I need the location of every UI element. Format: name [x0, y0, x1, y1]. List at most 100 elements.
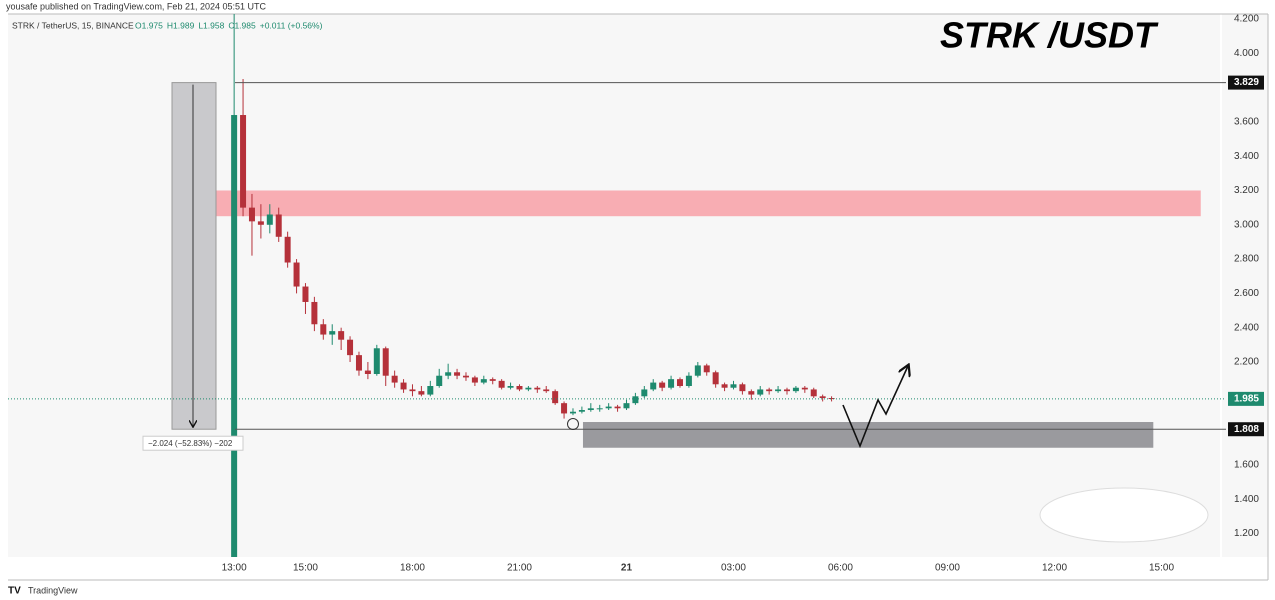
publisher: yousafe published on TradingView.com, Fe…	[6, 1, 266, 11]
y-tick-label: 3.000	[1234, 219, 1259, 230]
y-tick-label: 4.200	[1234, 14, 1259, 25]
y-tick-label: 3.400	[1234, 151, 1259, 162]
candle-body	[257, 221, 264, 225]
measure	[171, 82, 217, 430]
projection-arrow	[842, 366, 908, 449]
logo-icon: TV	[8, 586, 21, 597]
candle-body	[400, 382, 407, 390]
x-tick-label: 21:00	[507, 563, 532, 574]
x-tick-label: 03:00	[721, 563, 746, 574]
price-tag	[1228, 422, 1264, 437]
price-axis	[1222, 14, 1268, 557]
candle-body	[445, 372, 452, 376]
candle-body	[240, 115, 247, 208]
candle-body	[792, 387, 799, 392]
x-tick-label: 06:00	[828, 563, 853, 574]
candle-body	[596, 408, 603, 410]
ohlc-value: O1.975	[135, 20, 163, 30]
ohlc-value: C1.985	[228, 20, 256, 30]
candle-body	[418, 391, 425, 395]
y-tick-label: 2.800	[1234, 254, 1259, 265]
measure-label: −2.024 (−52.83%) −202	[148, 439, 233, 448]
candle-body	[623, 403, 630, 409]
candle-body	[480, 379, 487, 383]
candle-body	[320, 324, 327, 335]
candle-body	[507, 386, 514, 388]
candle-body	[409, 389, 416, 392]
candle-body	[757, 389, 764, 395]
candle-body	[685, 375, 692, 387]
candle-body	[578, 410, 585, 412]
candle-body	[730, 384, 737, 388]
candle-body	[569, 411, 576, 414]
y-tick-label: 3.600	[1234, 117, 1259, 128]
x-tick-label: 18:00	[400, 563, 425, 574]
chart-title: STRK /USDT	[940, 15, 1159, 56]
candle-body	[668, 379, 675, 388]
y-tick-label: 2.600	[1234, 288, 1259, 299]
price-tag	[1228, 75, 1264, 90]
candle-body	[391, 375, 398, 383]
candle-body	[766, 389, 773, 392]
candle-body	[739, 384, 746, 392]
y-tick-label: 4.000	[1234, 48, 1259, 59]
candle-body	[355, 355, 362, 371]
candle-body	[329, 331, 336, 335]
candle-body	[605, 406, 612, 409]
candle-body	[783, 389, 790, 392]
candle-body	[676, 379, 683, 387]
candle-body	[543, 389, 550, 392]
candle-body	[810, 389, 817, 397]
ohlc-value: +0.011 (+0.56%)	[260, 20, 323, 30]
footer-logo: TradingView	[28, 585, 78, 595]
candle-body	[659, 382, 666, 388]
candle-body	[231, 115, 238, 557]
x-tick-label: 21	[621, 563, 633, 574]
candle-body	[364, 370, 371, 374]
legend: STRK / TetherUS, 15, BINANCE O1.975 H1.98…	[12, 20, 323, 30]
y-tick-label: 1.600	[1234, 460, 1259, 471]
x-tick-label: 13:00	[222, 563, 247, 574]
watermark	[1039, 487, 1209, 543]
candle-body	[462, 375, 469, 378]
candle-body	[748, 391, 755, 395]
price-tag-label: 3.829	[1234, 77, 1259, 88]
price-tag-label: 1.985	[1234, 394, 1259, 405]
candle-body	[373, 348, 380, 374]
ohlc-value: L1.958	[198, 20, 224, 30]
candle-body	[382, 348, 389, 376]
candle-body	[614, 406, 621, 409]
candle-body	[819, 396, 826, 399]
candle-body	[427, 386, 434, 395]
price-tag-label: 1.808	[1234, 424, 1259, 435]
y-tick-label: 1.200	[1234, 528, 1259, 539]
x-tick-label: 09:00	[935, 563, 960, 574]
candle-body	[828, 398, 835, 400]
candle-body	[587, 408, 594, 411]
candle-body	[712, 372, 719, 385]
candle-body	[525, 387, 532, 390]
candle-body	[248, 207, 255, 222]
y-tick-label: 2.200	[1234, 357, 1259, 368]
axes: −2.024 (−52.83%) −202 4.200 4.000 3.600 3.40…	[8, 14, 1264, 574]
candle-body	[641, 389, 648, 397]
x-tick-label: 15:00	[293, 563, 318, 574]
measure-label-box	[142, 435, 244, 451]
candle-body	[293, 262, 300, 287]
ohlc-value: H1.989	[167, 20, 195, 30]
candle-body	[534, 387, 541, 390]
zone	[216, 190, 1201, 217]
candle-body	[338, 331, 345, 340]
candle-body	[266, 214, 273, 225]
candle-body	[561, 403, 568, 414]
candle-body	[801, 387, 808, 390]
candle-body	[775, 389, 782, 392]
candle-body	[311, 301, 318, 325]
candle-body	[650, 382, 657, 390]
candle-body	[275, 214, 282, 237]
low-marker	[567, 418, 579, 430]
candle-body	[302, 286, 309, 302]
candle-body	[347, 339, 354, 356]
